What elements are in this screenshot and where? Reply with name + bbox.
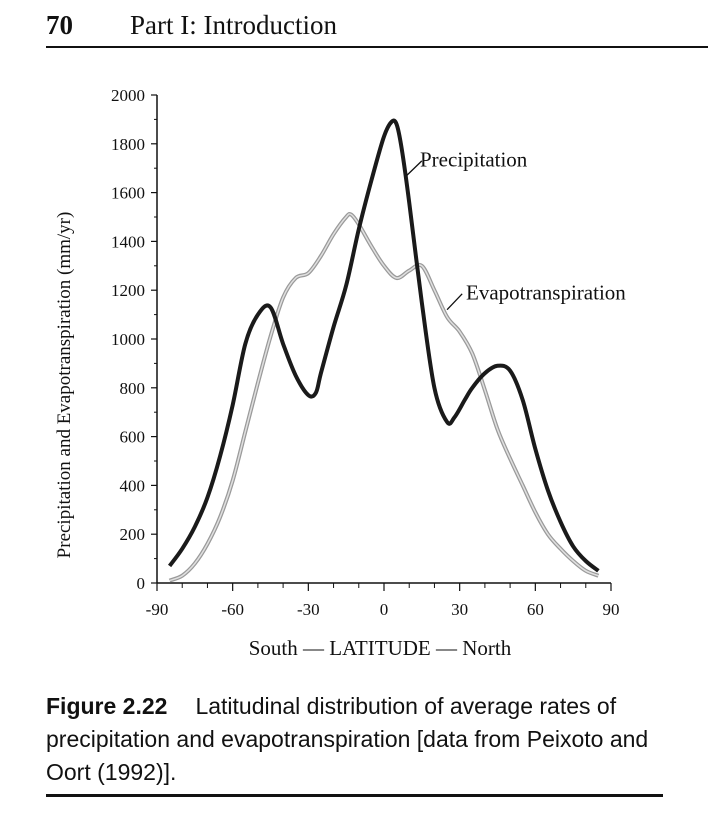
y-tick-label: 1200 [111, 281, 145, 300]
figure-number: Figure 2.22 [46, 693, 168, 719]
y-tick-label: 800 [120, 379, 146, 398]
precipitation-leader [406, 160, 423, 176]
y-tick-label: 1600 [111, 184, 145, 203]
evapotranspiration-label: Evapotranspiration [466, 281, 626, 305]
x-axis-title-north: North [462, 636, 512, 660]
y-tick-label: 2000 [111, 86, 145, 105]
figure-caption: Figure 2.22 Latitudinal distribution of a… [46, 690, 666, 789]
y-tick-label: 400 [120, 476, 146, 495]
x-tick-label: 0 [380, 600, 389, 619]
x-axis-title: South — LATITUDE — North [0, 636, 709, 661]
series-layer [168, 118, 600, 583]
x-axis-title-south: South [248, 636, 298, 660]
x-tick-label: 90 [603, 600, 620, 619]
evapotranspiration-leader [446, 293, 463, 311]
labels-layer: Precipitation Evapotranspiration [406, 148, 626, 311]
caption-text: Latitudinal distribution of average rate… [46, 693, 649, 785]
precipitation-label: Precipitation [420, 148, 528, 172]
axes: 0200400600800100012001400160018002000-90… [111, 86, 620, 619]
y-tick-label: 600 [120, 428, 146, 447]
y-tick-label: 0 [137, 574, 146, 593]
page-number: 70 [46, 10, 73, 40]
x-tick-label: 60 [527, 600, 544, 619]
y-tick-label: 1000 [111, 330, 145, 349]
x-axis-title-middle: — LATITUDE — [303, 636, 457, 660]
x-tick-label: -60 [221, 600, 244, 619]
x-tick-label: 30 [451, 600, 468, 619]
chart: Precipitation and Evapotranspiration (mm… [54, 86, 626, 619]
page-header: 70 Part I: Introduction [46, 8, 708, 48]
running-head: Part I: Introduction [130, 10, 337, 40]
y-tick-label: 1400 [111, 232, 145, 251]
evapotranspiration-line-highlight [169, 213, 599, 582]
y-tick-label: 1800 [111, 135, 145, 154]
x-tick-label: -30 [297, 600, 320, 619]
x-tick-label: -90 [146, 600, 169, 619]
y-axis-title: Precipitation and Evapotranspiration (mm… [54, 212, 75, 559]
precipitation-line [168, 118, 600, 573]
y-tick-label: 200 [120, 525, 146, 544]
bottom-rule [46, 794, 663, 797]
